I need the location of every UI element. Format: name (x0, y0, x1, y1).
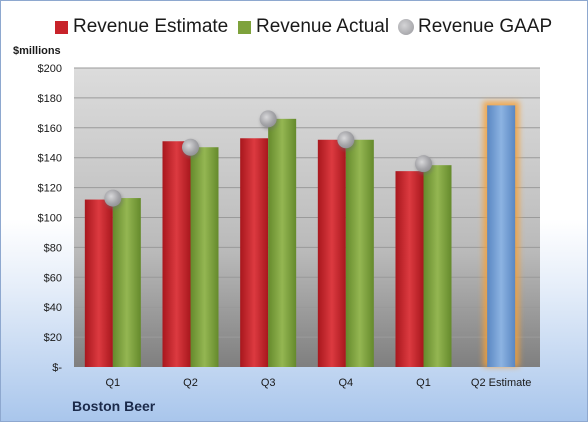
bar-revenue-actual (268, 118, 297, 367)
y-tick-label: $20 (44, 332, 62, 344)
bar-revenue-estimate (395, 171, 424, 367)
y-tick-label: $- (52, 362, 62, 374)
y-tick-label: $60 (44, 272, 62, 284)
x-axis-ticks: Q1 Q2 Q3 Q4 Q1 Q2 Estimate (105, 377, 531, 389)
x-tick-label: Q2 Estimate (471, 377, 532, 389)
bar-revenue-actual (112, 198, 141, 367)
x-tick-label: Q1 (416, 377, 431, 389)
x-tick-label: Q1 (105, 377, 120, 389)
legend-label-gaap: Revenue GAAP (418, 16, 553, 37)
legend-label-actual: Revenue Actual (256, 16, 390, 37)
y-tick-label: $120 (38, 183, 62, 195)
bar-revenue-estimate (240, 138, 269, 367)
bar-revenue-actual (345, 139, 374, 367)
bar-q2-estimate (487, 105, 516, 367)
legend-swatch-actual (238, 21, 251, 34)
x-tick-label: Q3 (261, 377, 276, 389)
legend: Revenue Estimate Revenue Actual Revenue … (0, 14, 588, 44)
bar-revenue-estimate (162, 141, 191, 367)
company-name: Boston Beer (72, 398, 156, 414)
bar-revenue-estimate (84, 199, 113, 367)
y-tick-label: $140 (38, 153, 62, 165)
x-tick-label: Q2 (183, 377, 198, 389)
gaap-markers (104, 110, 434, 210)
marker-revenue-gaap (337, 131, 355, 149)
marker-revenue-gaap (415, 155, 432, 173)
y-tick-label: $40 (44, 302, 62, 314)
y-axis-ticks: $- $20 $40 $60 $80 $100 $120 $140 $160 $180 $200 (38, 63, 63, 374)
bar-revenue-actual (190, 147, 219, 367)
y-tick-label: $80 (44, 242, 62, 254)
legend-marker-gaap (398, 19, 414, 35)
bars (84, 101, 520, 367)
gridlines (74, 67, 540, 338)
marker-revenue-gaap (259, 110, 277, 128)
x-tick-label: Q4 (338, 377, 353, 389)
y-tick-label: $200 (38, 63, 62, 75)
y-tick-label: $180 (38, 93, 62, 105)
bar-revenue-actual (423, 165, 452, 367)
y-axis-unit-label: $millions (13, 45, 61, 57)
marker-revenue-gaap (182, 138, 199, 156)
y-tick-label: $100 (38, 213, 62, 225)
marker-revenue-gaap (104, 189, 122, 207)
legend-label-estimate: Revenue Estimate (73, 16, 229, 37)
y-tick-label: $160 (38, 123, 62, 135)
bar-revenue-estimate (317, 139, 346, 367)
legend-swatch-estimate (55, 21, 68, 34)
